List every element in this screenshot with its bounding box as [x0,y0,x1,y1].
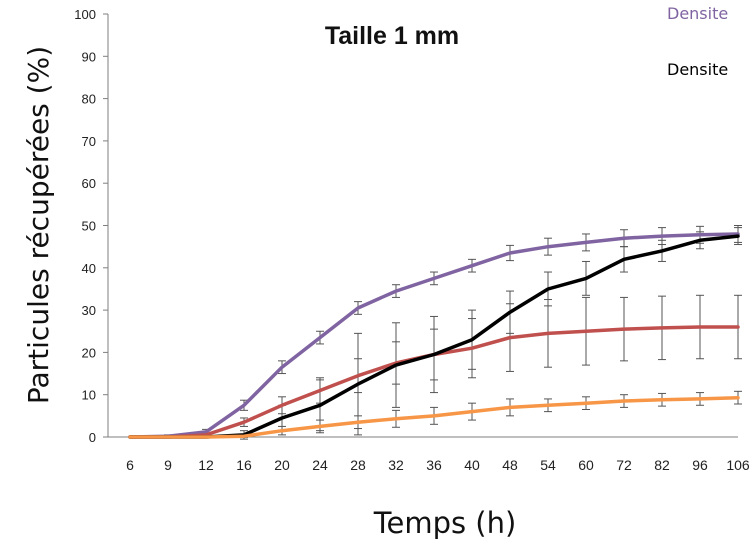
y-tick-label: 20 [82,345,96,360]
axes: 0 10 20 30 40 50 60 70 80 90 100 6 9 12 16 20 24 28 32 36 40… [74,7,750,473]
series-lines [128,232,740,439]
x-tick-label: 24 [312,457,328,473]
x-tick-label: 16 [236,457,252,473]
x-axis-title: Temps (h) [373,506,517,540]
x-tick-label: 106 [726,457,750,473]
y-tick-label: 100 [74,7,96,22]
y-tick-label: 60 [82,176,96,191]
x-tick-label: 32 [388,457,404,473]
x-tick-label: 40 [464,457,480,473]
error-bars [164,225,742,440]
x-tick-label: 72 [616,457,632,473]
x-tick-label: 96 [692,457,708,473]
x-tick-label: 82 [654,457,670,473]
x-tick-label: 12 [198,457,214,473]
y-tick-label: 40 [82,261,96,276]
x-tick-label: 54 [540,457,556,473]
y-tick-label: 90 [82,49,96,64]
x-tick-label: 9 [164,457,172,473]
y-tick-label: 70 [82,134,96,149]
x-tick-label: 20 [274,457,290,473]
x-tick-label: 60 [578,457,594,473]
y-tick-label: 10 [82,388,96,403]
series-line-1 [128,232,740,439]
chart-title: Taille 1 mm [325,22,459,50]
x-tick-label: 6 [126,457,134,473]
y-tick-label: 0 [89,430,96,445]
y-tick-label: 30 [82,303,96,318]
y-axis-title: Particules récupérées (%) [22,46,55,404]
x-tick-label: 36 [426,457,442,473]
series-line-4 [128,395,740,439]
y-tick-label: 50 [82,219,96,234]
y-tick-label: 80 [82,92,96,107]
legend-entry-1: Densite [667,4,728,23]
x-tick-label: 48 [502,457,518,473]
legend-entry-2: Densite [667,60,728,79]
x-tick-label: 28 [350,457,366,473]
